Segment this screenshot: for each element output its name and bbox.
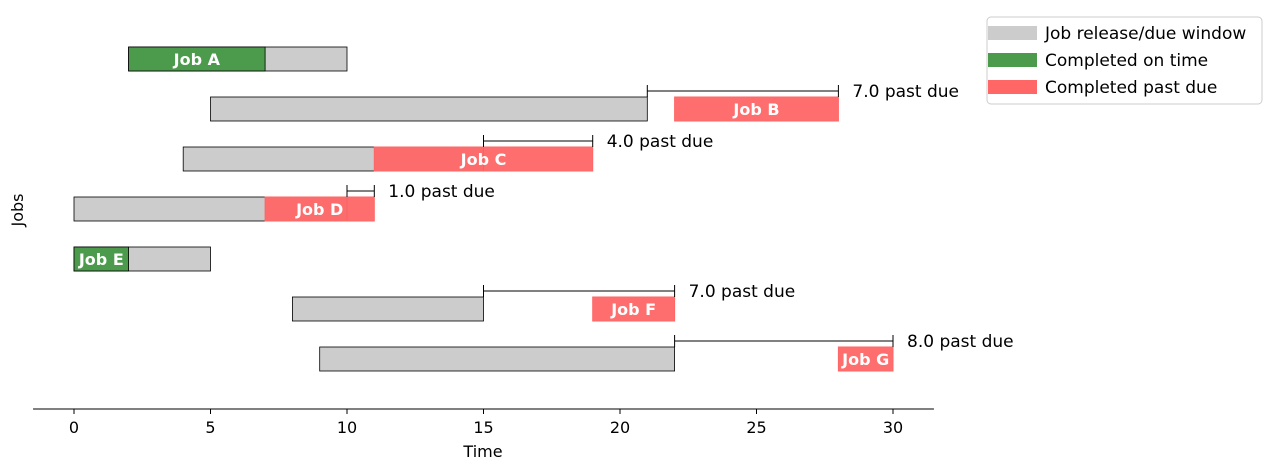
y-axis-title: Jobs [8,194,27,228]
plot-area: Job A Job B 7.0 past due Job C 4.0 past due J… [73,46,1014,372]
job-d-bar-label: Job D [295,200,343,219]
job-b-lateness-label: 7.0 past due [852,82,959,102]
x-tick-label: 10 [337,418,357,437]
legend-swatch-completed-past-due [988,80,1037,94]
job-c-bar-label: Job C [460,150,507,169]
legend-frame [986,16,1263,105]
legend: Job release/due window Completed on time C… [986,16,1263,105]
job-d-lateness-label: 1.0 past due [388,182,495,202]
job-f-lateness-label: 7.0 past due [689,282,796,302]
legend-swatch-completed-on-time [988,53,1037,67]
job-g-bar-label: Job G [841,350,889,369]
legend-label-job-release-due-window: Job release/due window [1044,24,1246,44]
job-e-bar-label: Job E [78,250,124,269]
job-g-window-bar [319,346,676,372]
x-tick-label: 20 [610,418,630,437]
job-d-execution-bar [264,196,375,222]
job-g-lateness-label: 8.0 past due [907,332,1014,352]
x-tick-label: 25 [746,418,766,437]
x-tick-label: 30 [883,418,903,437]
job-e-execution-bar [73,246,129,272]
job-f-execution-bar [592,296,676,322]
legend-label-completed-past-due: Completed past due [1045,78,1217,98]
job-f-window-bar [291,296,484,322]
job-c-lateness-label: 4.0 past due [607,132,714,152]
job-a-execution-bar [128,46,266,72]
x-axis-title: Time [462,442,502,461]
legend-label-completed-on-time: Completed on time [1045,51,1208,71]
job-g-execution-bar [837,346,894,372]
job-c-execution-bar [373,146,594,172]
x-axis: 0 5 10 15 20 25 30 [33,408,934,437]
x-tick-label: 5 [205,418,215,437]
x-tick-label: 0 [69,418,79,437]
job-a-bar-label: Job A [173,50,221,69]
legend-swatch-job-release-due-window [988,26,1037,40]
x-tick-label: 15 [473,418,493,437]
job-b-window-bar [210,96,648,122]
job-b-execution-bar [674,96,839,122]
job-b-bar-label: Job B [732,100,779,119]
job-f-bar-label: Job F [610,300,656,319]
